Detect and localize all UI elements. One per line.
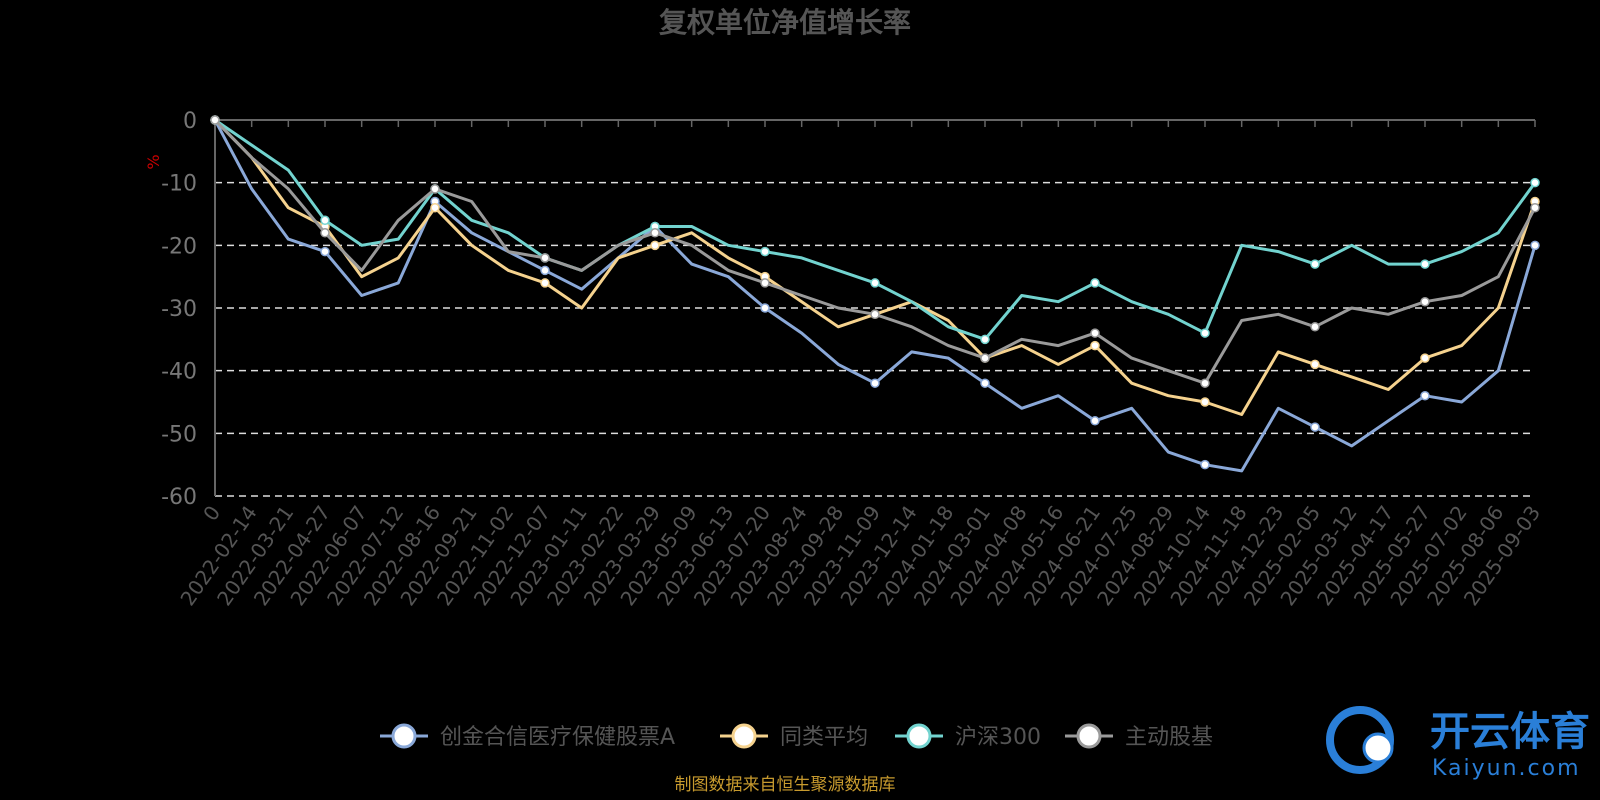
series-point (1420, 390, 1430, 401)
y-axis-ticks: 0 -10 -20 -30 -40 -50 -60 (161, 109, 197, 510)
series-lines (210, 115, 1540, 473)
series-point (1530, 202, 1540, 213)
series-point (1530, 177, 1540, 188)
legend-label: 沪深300 (955, 725, 1041, 750)
series-point (1310, 422, 1320, 432)
series-line-0 (213, 119, 1537, 473)
series-point (1420, 353, 1430, 363)
series-point (1310, 322, 1320, 332)
series-point (1420, 259, 1430, 269)
series-line-2 (214, 118, 1537, 341)
series-point (540, 278, 550, 288)
series-point (1310, 359, 1320, 370)
series-point (1090, 278, 1100, 288)
series-point (1090, 416, 1100, 426)
series-point (1530, 240, 1540, 251)
legend-item[interactable]: 沪深300 (895, 723, 1041, 750)
series-point (980, 378, 990, 388)
grid-lines (215, 181, 1535, 497)
y-axis-unit: % (144, 154, 163, 169)
legend-item[interactable]: 同类平均 (720, 723, 868, 750)
legend-label: 创金合信医疗保健股票A (440, 725, 675, 750)
series-point (1090, 328, 1100, 338)
series-point (320, 228, 330, 238)
source-note: 制图数据来自恒生聚源数据库 (675, 775, 896, 795)
series-point (870, 378, 880, 388)
series-point (1420, 296, 1430, 307)
y-tick-label: -20 (161, 234, 197, 259)
legend-label: 主动股基 (1125, 725, 1213, 750)
chart-title: 复权单位净值增长率 (659, 6, 911, 39)
legend-item[interactable]: 主动股基 (1065, 723, 1213, 750)
series-point (430, 184, 440, 194)
y-tick-label: -10 (161, 172, 197, 197)
x-tick-label: 0 (198, 501, 225, 525)
legend[interactable]: 创金合信医疗保健股票A 同类平均 沪深300 主动股基 (380, 723, 1213, 750)
series-point (650, 228, 660, 238)
legend-marker (731, 723, 757, 749)
series-point (320, 246, 330, 257)
legend-item[interactable]: 创金合信医疗保健股票A (380, 723, 675, 750)
series-point (870, 309, 880, 320)
series-point (980, 353, 990, 363)
series-point (1310, 259, 1320, 269)
y-tick-label: -50 (161, 422, 197, 447)
series-point (540, 253, 550, 263)
series-point (1200, 378, 1210, 388)
series-point (760, 278, 770, 288)
watermark-text-cn: 开云体育 (1430, 709, 1590, 755)
series-point (870, 278, 880, 288)
soccer-ball-icon (1362, 732, 1394, 764)
series-point (320, 215, 330, 226)
series-point (760, 246, 770, 257)
y-tick-label: -30 (161, 297, 197, 322)
series-point (540, 265, 550, 276)
series-point (1200, 328, 1210, 338)
series-point (760, 303, 770, 313)
legend-label: 同类平均 (780, 725, 868, 750)
series-point (430, 202, 440, 213)
x-axis-ticks: 02022-02-142022-03-212022-04-272022-06-0… (175, 120, 1545, 610)
legend-marker (391, 723, 417, 749)
legend-marker (1076, 723, 1102, 749)
y-tick-label: -60 (161, 485, 197, 510)
watermark-text-en: Kaiyun.com (1432, 756, 1581, 781)
series-point (1090, 340, 1100, 351)
series-point (1200, 397, 1210, 407)
y-tick-label: -40 (161, 360, 197, 385)
watermark-logo: 开云体育 Kaiyun.com (1326, 706, 1590, 781)
series-point (210, 115, 220, 125)
series-point (650, 240, 660, 251)
legend-marker (906, 723, 932, 749)
series-point (1200, 459, 1210, 470)
y-tick-label: 0 (183, 109, 197, 134)
series-point (980, 334, 990, 345)
